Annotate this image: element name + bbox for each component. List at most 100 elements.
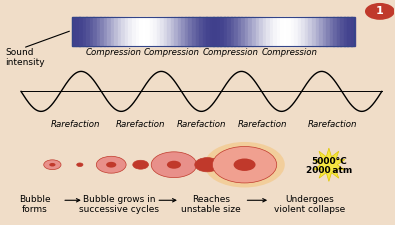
Bar [139,17,143,46]
Bar [270,17,274,46]
Circle shape [44,160,61,170]
Text: Compression: Compression [85,48,141,57]
Bar [340,17,344,46]
Text: Rarefaction: Rarefaction [177,120,226,129]
Text: Rarefaction: Rarefaction [51,120,101,129]
Bar [83,17,87,46]
Bar [192,17,196,46]
Bar [196,17,200,46]
Bar [238,17,242,46]
Text: Compression: Compression [203,48,259,57]
Text: Sound
intensity: Sound intensity [5,48,45,68]
Bar [93,17,98,46]
Bar [107,17,112,46]
Bar [326,17,331,46]
Circle shape [49,163,56,166]
Bar [79,17,83,46]
Circle shape [365,3,395,20]
Bar [213,17,218,46]
Bar [333,17,337,46]
Text: Compression: Compression [261,48,318,57]
Bar [164,17,168,46]
Bar [199,17,203,46]
Bar [72,17,76,46]
Bar [344,17,348,46]
Bar [75,17,80,46]
Text: 2000 atm: 2000 atm [306,166,352,175]
Bar [72,17,354,46]
Bar [301,17,306,46]
Bar [323,17,327,46]
Circle shape [233,158,256,171]
Bar [121,17,126,46]
Bar [146,17,150,46]
Bar [203,17,207,46]
Bar [337,17,341,46]
Bar [185,17,189,46]
Bar [135,17,140,46]
Bar [97,17,101,46]
Circle shape [195,158,220,172]
Text: Reaches
unstable size: Reaches unstable size [181,195,241,214]
Bar [171,17,175,46]
Bar [128,17,133,46]
Bar [312,17,316,46]
Text: Compression: Compression [144,48,200,57]
Bar [210,17,214,46]
Bar [277,17,281,46]
Bar [280,17,284,46]
Bar [294,17,299,46]
Bar [150,17,154,46]
Bar [316,17,320,46]
Bar [227,17,231,46]
Text: 1: 1 [376,6,384,16]
Bar [305,17,309,46]
Bar [114,17,118,46]
Bar [273,17,278,46]
Bar [132,17,136,46]
Bar [174,17,179,46]
Bar [167,17,171,46]
Bar [111,17,115,46]
Bar [252,17,256,46]
Circle shape [151,152,197,178]
Circle shape [167,161,181,169]
Bar [118,17,122,46]
Bar [351,17,355,46]
Bar [224,17,228,46]
Text: Rarefaction: Rarefaction [116,120,166,129]
Bar [259,17,263,46]
Text: 5000°C: 5000°C [311,157,347,166]
Text: Undergoes
violent collapse: Undergoes violent collapse [274,195,345,214]
Bar [100,17,105,46]
Bar [248,17,253,46]
Circle shape [77,163,83,166]
Bar [143,17,147,46]
Bar [153,17,158,46]
Bar [319,17,324,46]
Bar [347,17,352,46]
Bar [241,17,246,46]
Bar [206,17,211,46]
Bar [298,17,302,46]
Bar [90,17,94,46]
Circle shape [106,162,116,168]
Bar [188,17,193,46]
Polygon shape [313,148,345,181]
Bar [86,17,90,46]
Bar [245,17,249,46]
Bar [157,17,161,46]
Text: Bubble
forms: Bubble forms [19,195,51,214]
Circle shape [133,160,149,169]
Bar [266,17,271,46]
Circle shape [213,146,277,183]
Circle shape [204,142,285,187]
Bar [308,17,313,46]
Bar [287,17,292,46]
Bar [284,17,288,46]
Bar [160,17,165,46]
Bar [104,17,108,46]
Text: Rarefaction: Rarefaction [308,120,357,129]
Bar [220,17,225,46]
Bar [181,17,186,46]
